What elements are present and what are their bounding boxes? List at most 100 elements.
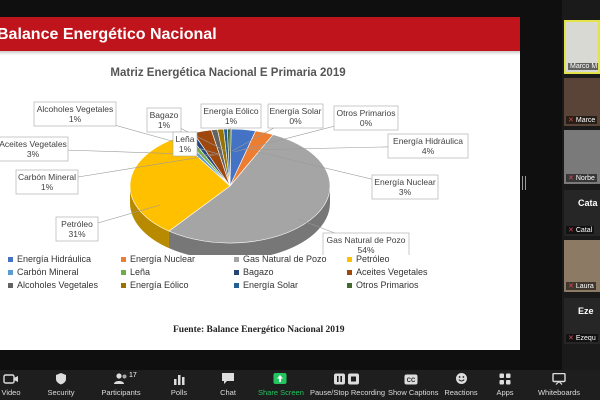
legend-swatch — [234, 257, 239, 263]
video-button[interactable]: Video — [0, 372, 28, 400]
polls-icon — [166, 372, 192, 386]
callout-value-energia-nuclear: 3% — [399, 187, 412, 197]
callout-box-otros-primarios — [333, 105, 399, 131]
callout-category-lena: Leña — [176, 134, 195, 144]
participant-name-row: ✕ Norbe — [566, 174, 597, 182]
legend-label: Gas Natural de Pozo — [243, 254, 327, 264]
reactions-icon — [444, 372, 478, 386]
callout-box-aceites-vegetales — [0, 136, 69, 162]
legend-swatch — [8, 283, 13, 289]
callout-box-energia-solar — [267, 103, 324, 129]
shared-screen-area: Balance Energético Nacional Matriz Energ… — [0, 0, 562, 370]
participant-tile[interactable]: Eze ✕ Ezequ — [564, 298, 600, 344]
apps-label: Apps — [496, 388, 514, 397]
legend-swatch — [8, 257, 13, 263]
legend-label: Bagazo — [243, 267, 274, 277]
share-screen-icon — [258, 372, 302, 386]
legend-item-gas-natural-de-pozo: Gas Natural de Pozo — [234, 254, 327, 264]
callout-box-bagazo — [146, 107, 182, 133]
legend-item-aceites-vegetales: Aceites Vegetales — [347, 267, 428, 277]
callout-value-petroleo: 31% — [68, 229, 85, 239]
participant-tile[interactable]: Cata ✕ Catal — [564, 190, 600, 236]
mic-muted-icon: ✕ — [568, 117, 574, 124]
polls-button[interactable]: Polls — [166, 372, 192, 400]
callout-category-energia-nuclear: Energía Nuclear — [374, 177, 436, 187]
callout-box-petroleo — [55, 216, 99, 242]
participant-name: Marco M — [568, 63, 598, 70]
slide-header-bar: Balance Energético Nacional — [0, 17, 520, 51]
chat-button[interactable]: Chat — [215, 372, 241, 400]
participants-button[interactable]: Participants — [99, 372, 143, 400]
legend-swatch — [347, 257, 352, 263]
legend-label: Petróleo — [356, 254, 390, 264]
mic-muted-icon: ✕ — [568, 227, 574, 234]
legend-swatch — [8, 270, 13, 276]
video-icon — [0, 372, 28, 386]
legend-swatch — [121, 257, 126, 263]
legend-label: Carbón Mineral — [17, 267, 79, 277]
legend-swatch — [347, 283, 352, 289]
show-captions-label: Show Captions — [388, 388, 439, 397]
callout-category-otros-primarios: Otros Primarios — [336, 108, 395, 118]
pause-icon — [310, 372, 384, 386]
pie-slice-otros-primarios — [227, 128, 232, 187]
callout-box-carbon-mineral — [15, 169, 79, 195]
legend-swatch — [121, 283, 126, 289]
splitter-handle[interactable] — [522, 176, 528, 190]
slide-title: Balance Energético Nacional — [0, 26, 217, 43]
pause-stop-recording-button[interactable]: Pause/Stop Recording — [310, 372, 386, 400]
participant-name-row: ✕ Laura — [566, 282, 596, 290]
participant-name-row: ✕ Marce — [566, 116, 598, 124]
participant-tile[interactable]: Marco M — [564, 20, 600, 74]
callout-value-energia-hidraulica: 4% — [422, 146, 435, 156]
pause-stop-recording-label: Pause/Stop Recording — [310, 388, 386, 397]
legend-item-energia-eolico: Energía Eólico — [121, 280, 189, 290]
legend-item-carbon-mineral: Carbón Mineral — [8, 267, 79, 277]
legend-item-alcoholes-vegetales: Alcoholes Vegetales — [8, 280, 98, 290]
participant-tile[interactable]: ✕ Marce — [564, 78, 600, 126]
callout-value-gas-natural-de-pozo: 54% — [357, 245, 374, 255]
callout-category-alcoholes-vegetales: Alcoholes Vegetales — [37, 104, 114, 114]
callout-box-gas-natural-de-pozo — [322, 232, 410, 255]
apps-icon — [492, 372, 518, 386]
legend-label: Energía Nuclear — [130, 254, 196, 264]
legend-item-petroleo: Petróleo — [347, 254, 390, 264]
share-screen-button[interactable]: Share Screen — [258, 372, 304, 400]
source-note: Fuente: Balance Energético Nacional 2019 — [173, 325, 345, 335]
captions-icon: CC — [388, 372, 434, 386]
reactions-button[interactable]: Reactions — [444, 372, 478, 400]
pie-chart: Matriz Energética Nacional E Primaria 20… — [0, 67, 469, 255]
security-button[interactable]: Security — [44, 372, 78, 400]
callout-category-petroleo: Petróleo — [61, 219, 93, 229]
callout-box-lena — [172, 131, 198, 157]
legend-label: Otros Primarios — [356, 280, 419, 290]
chat-icon — [215, 372, 241, 386]
callout-category-gas-natural-de-pozo: Gas Natural de Pozo — [327, 235, 406, 245]
shield-icon — [44, 372, 78, 386]
legend-label: Aceites Vegetales — [356, 267, 428, 277]
security-label: Security — [47, 388, 75, 397]
callout-box-energia-hidraulica — [387, 133, 469, 159]
svg-text:CC: CC — [407, 378, 416, 384]
participant-tile[interactable]: ✕ Norbe — [564, 130, 600, 184]
callout-value-bagazo: 1% — [158, 120, 171, 130]
callout-category-carbon-mineral: Carbón Mineral — [18, 172, 76, 182]
mic-muted-icon: ✕ — [568, 175, 574, 182]
legend-swatch — [234, 270, 239, 276]
show-captions-button[interactable]: CC Show Captions — [388, 372, 439, 400]
mic-muted-icon: ✕ — [568, 283, 574, 290]
legend-swatch — [347, 270, 352, 276]
pie-side-gas-natural-de-pozo — [168, 186, 330, 255]
chart-title: Matriz Energética Nacional E Primaria 20… — [110, 67, 345, 79]
participant-tile[interactable]: ✕ Laura — [564, 240, 600, 292]
legend-swatch — [234, 283, 239, 289]
legend-item-energia-nuclear: Energía Nuclear — [121, 254, 195, 264]
callout-value-alcoholes-vegetales: 1% — [69, 114, 82, 124]
participant-name: Norbe — [575, 175, 595, 182]
callout-value-energia-solar: 0% — [289, 116, 302, 126]
callout-value-energia-eolico: 1% — [225, 116, 238, 126]
legend-item-energia-solar: Energía Solar — [234, 280, 298, 290]
participant-name: Laura — [575, 283, 594, 290]
apps-button[interactable]: Apps — [492, 372, 518, 400]
whiteboards-button[interactable]: Whiteboards — [534, 372, 584, 400]
